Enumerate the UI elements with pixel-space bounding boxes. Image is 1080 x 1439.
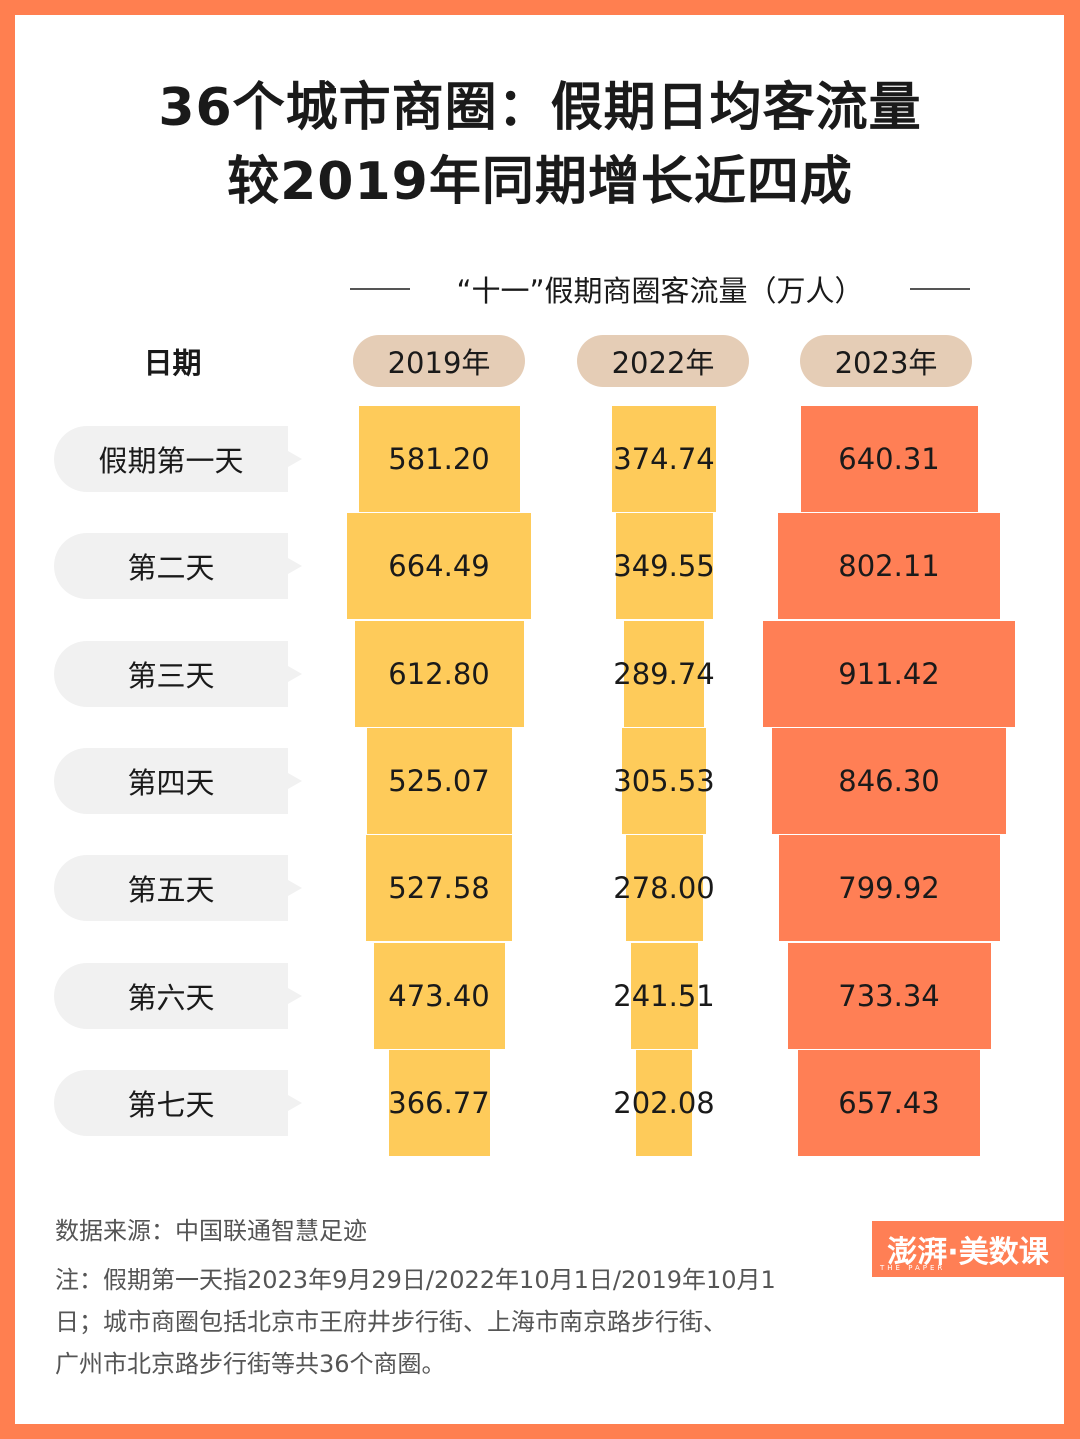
left-rule bbox=[350, 288, 410, 290]
bar-2019: 525.07 bbox=[366, 727, 512, 834]
row-label: 第五天 bbox=[54, 855, 302, 922]
bar-2023: 799.92 bbox=[778, 835, 1000, 942]
year-pill-2022: 2022年 bbox=[577, 335, 749, 387]
the-paper-logo: 澎湃·美数课 bbox=[872, 1221, 1064, 1277]
bar-2022: 305.53 bbox=[613, 727, 715, 834]
bar-2023: 640.31 bbox=[800, 406, 978, 512]
bar-2019: 366.77 bbox=[388, 1049, 490, 1156]
logo-subtext: THE PAPER bbox=[880, 1264, 946, 1272]
bar-2023: 733.34 bbox=[787, 942, 991, 1049]
title-line-2: 较2019年同期增长近四成 bbox=[227, 152, 853, 212]
chart-subtitle: “十一”假期商圈客流量（万人） bbox=[456, 274, 864, 308]
row-label: 第七天 bbox=[54, 1069, 302, 1136]
bar-2022: 202.08 bbox=[613, 1049, 715, 1156]
bar-2022: 349.55 bbox=[613, 513, 715, 620]
bar-2019: 581.20 bbox=[358, 406, 520, 512]
data-source: 数据来源：中国联通智慧足迹 bbox=[55, 1217, 367, 1245]
bar-2022: 241.51 bbox=[613, 942, 715, 1049]
year-pill-2019: 2019年 bbox=[353, 335, 525, 387]
note-line-2: 日；城市商圈包括北京市王府井步行街、上海市南京路步行街、 bbox=[55, 1308, 727, 1336]
bar-2019: 664.49 bbox=[347, 513, 531, 620]
bar-2023: 846.30 bbox=[772, 727, 1006, 834]
bar-2022: 278.00 bbox=[613, 835, 715, 942]
year-pill-2023: 2023年 bbox=[800, 335, 972, 387]
note-line-1: 注：假期第一天指2023年9月29日/2022年10月1日/2019年10月1 bbox=[55, 1266, 776, 1294]
row-label: 第四天 bbox=[54, 747, 302, 814]
bar-2019: 612.80 bbox=[354, 620, 524, 727]
title-line-1: 36个城市商圈：假期日均客流量 bbox=[158, 78, 922, 138]
row-label: 第三天 bbox=[54, 640, 302, 707]
bar-2022: 374.74 bbox=[612, 406, 716, 512]
row-label: 第二天 bbox=[54, 533, 302, 600]
date-column-header: 日期 bbox=[143, 346, 202, 380]
bar-2023: 802.11 bbox=[778, 513, 1000, 620]
chart-subtitle-row: “十一”假期商圈客流量（万人） bbox=[350, 266, 970, 312]
bar-2023: 657.43 bbox=[798, 1049, 980, 1156]
bar-2019: 527.58 bbox=[366, 835, 512, 942]
row-label: 假期第一天 bbox=[54, 426, 302, 492]
right-rule bbox=[910, 288, 970, 290]
note-line-3: 广州市北京路步行街等共36个商圈。 bbox=[55, 1350, 446, 1378]
bar-2023: 911.42 bbox=[763, 620, 1015, 727]
bar-2022: 289.74 bbox=[613, 620, 715, 727]
row-label: 第六天 bbox=[54, 962, 302, 1029]
bar-2019: 473.40 bbox=[373, 942, 505, 1049]
